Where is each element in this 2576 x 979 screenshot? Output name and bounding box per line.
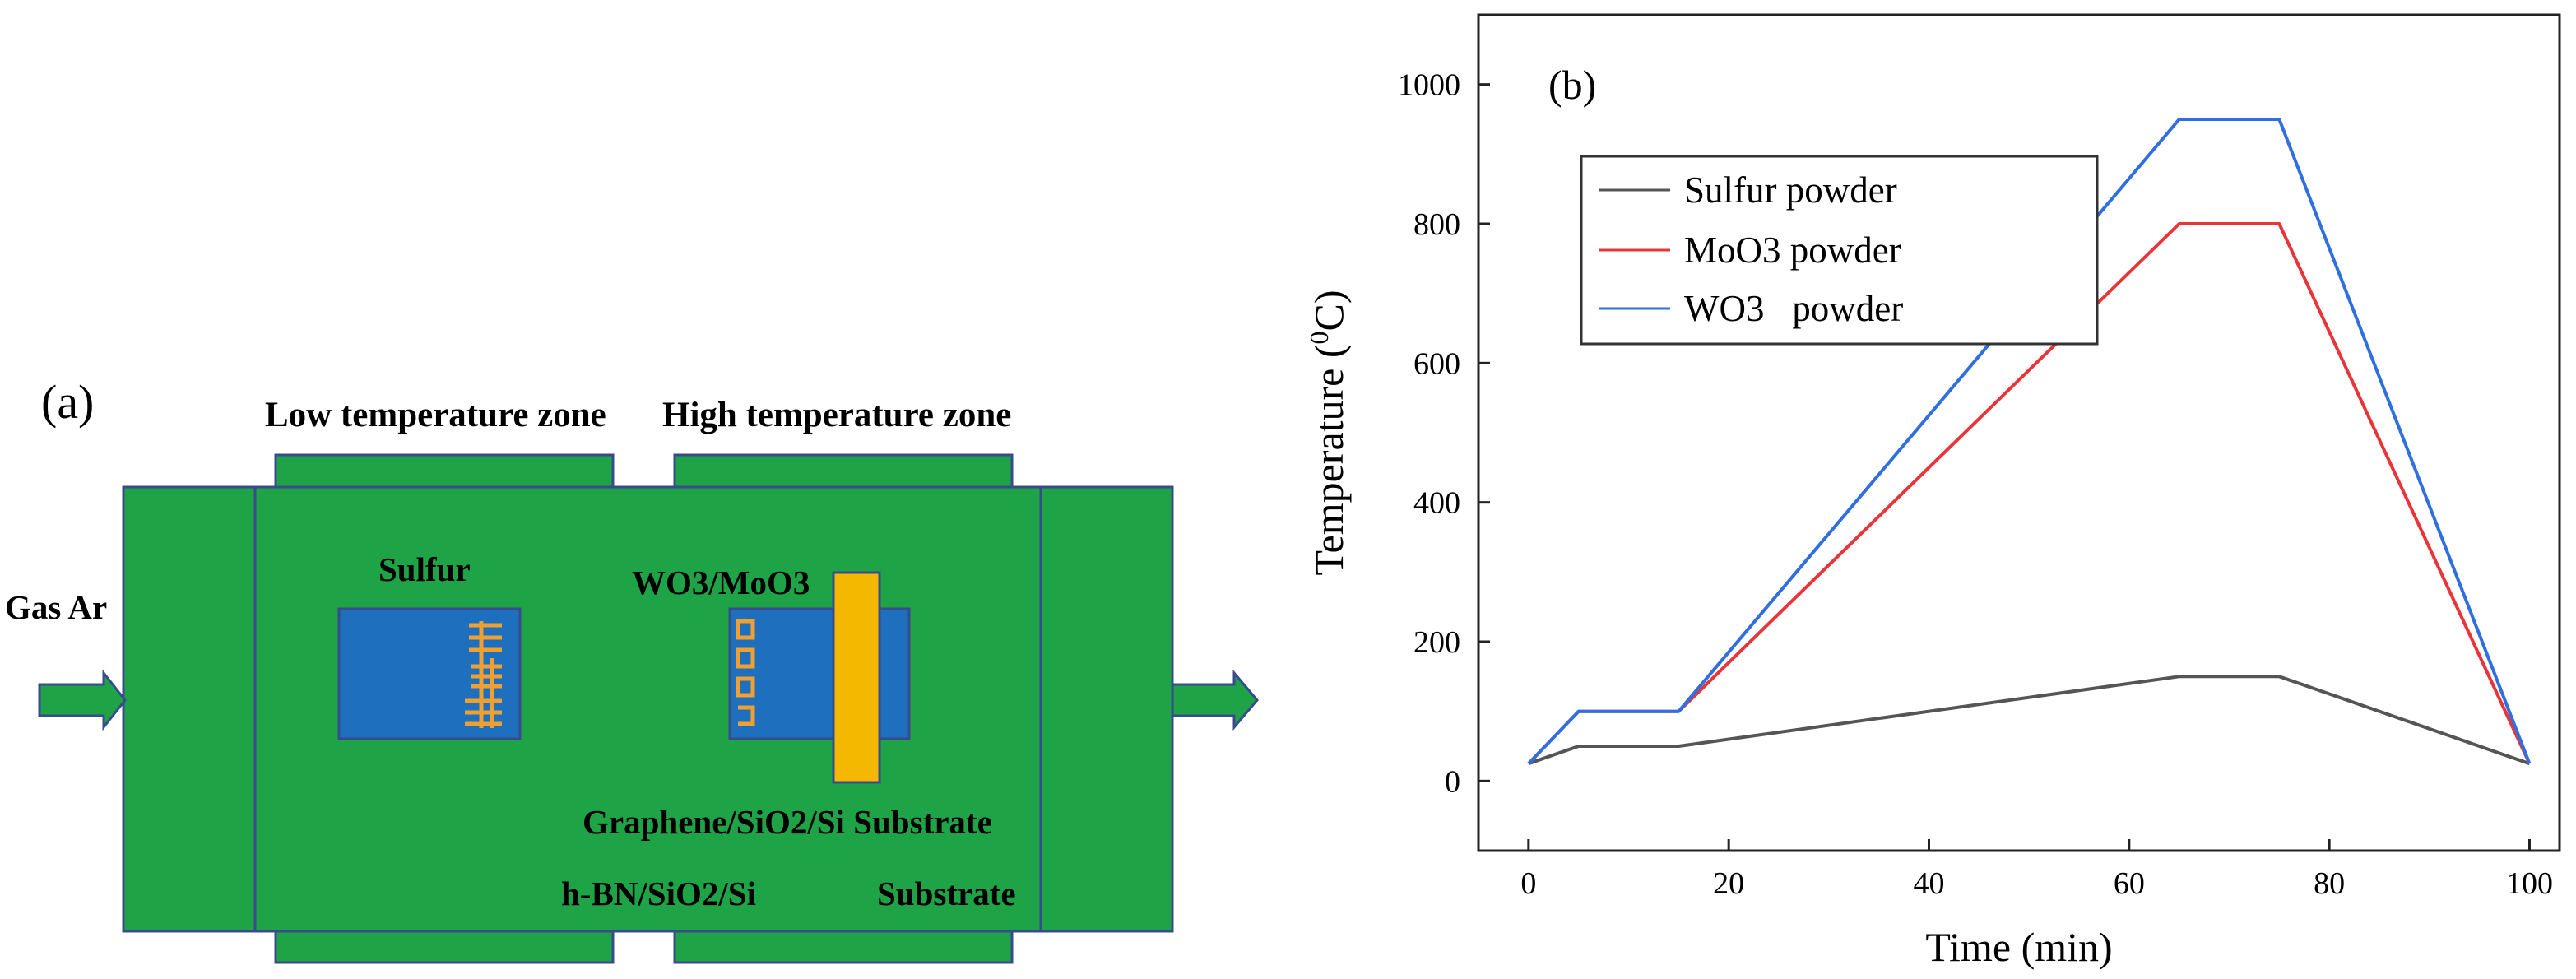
x-tick-label: 100 bbox=[2506, 866, 2553, 901]
substrate-label-line2b: Substrate bbox=[877, 875, 1016, 912]
substrate-plate bbox=[832, 571, 881, 784]
sulfur-powder-pattern bbox=[465, 621, 502, 728]
substrate-label-line2a: h-BN/SiO2/Si bbox=[561, 875, 756, 912]
x-tick-label: 60 bbox=[2114, 866, 2145, 901]
y-axis-label: Temperature (0C) bbox=[1304, 290, 1352, 575]
gas-outlet-arrow bbox=[1171, 669, 1259, 731]
y-tick-label: 600 bbox=[1413, 346, 1460, 381]
tube-left-flange bbox=[122, 485, 257, 933]
high-zone-label: High temperature zone bbox=[662, 396, 1011, 434]
tube-right-flange bbox=[1039, 485, 1174, 933]
gas-label: Gas Ar bbox=[5, 588, 107, 626]
y-tick-label: 1000 bbox=[1398, 68, 1460, 103]
x-tick-label: 40 bbox=[1914, 866, 1945, 901]
y-tick-label: 0 bbox=[1445, 764, 1460, 799]
y-tick-label: 400 bbox=[1413, 486, 1460, 521]
temperature-chart-panel: 0 20 40 60 80 100 0 200 400 600 800 1000 (b) Sulfur… bbox=[1283, 0, 2576, 979]
low-zone-heater-top bbox=[274, 453, 615, 491]
sulfur-label: Sulfur bbox=[378, 550, 471, 588]
legend-label-wo3: WO3 powder bbox=[1684, 288, 1903, 329]
sulfur-boat bbox=[337, 607, 522, 740]
x-axis-label: Time (min) bbox=[1925, 924, 2112, 970]
legend-label-moo3: MoO3 powder bbox=[1684, 230, 1901, 271]
precursor-boat bbox=[728, 607, 911, 740]
precursor-label: WO3/MoO3 bbox=[632, 564, 810, 601]
high-zone-heater-top bbox=[673, 453, 1014, 491]
high-zone-heater-bottom bbox=[673, 926, 1014, 964]
x-tick-label: 80 bbox=[2314, 866, 2345, 901]
y-tick-label: 800 bbox=[1413, 207, 1460, 242]
y-tick-label: 200 bbox=[1413, 625, 1460, 660]
gas-inlet-arrow bbox=[38, 669, 127, 731]
low-zone-heater-bottom bbox=[274, 926, 615, 964]
precursor-powder-pattern bbox=[736, 619, 755, 726]
furnace-diagram: (a) Low temperature zone High temperatur… bbox=[5, 375, 1259, 964]
panel-b-label: (b) bbox=[1548, 62, 1596, 108]
series-line-sulfur bbox=[1528, 675, 2531, 766]
plot-frame bbox=[1477, 13, 2561, 852]
x-tick-label: 20 bbox=[1713, 866, 1744, 901]
x-tick-label: 0 bbox=[1520, 866, 1536, 901]
panel-a-label: (a) bbox=[41, 375, 94, 429]
substrate-label-line1: Graphene/SiO2/Si Substrate bbox=[583, 803, 992, 841]
series-line-wo3 bbox=[1527, 118, 2532, 765]
legend-label-sulfur: Sulfur powder bbox=[1684, 169, 1897, 211]
low-zone-label: Low temperature zone bbox=[265, 396, 606, 434]
furnace-schematic-panel: (a) Low temperature zone High temperatur… bbox=[0, 0, 1283, 979]
legend: Sulfur powder MoO3 powder WO3 powder bbox=[1580, 155, 2099, 346]
